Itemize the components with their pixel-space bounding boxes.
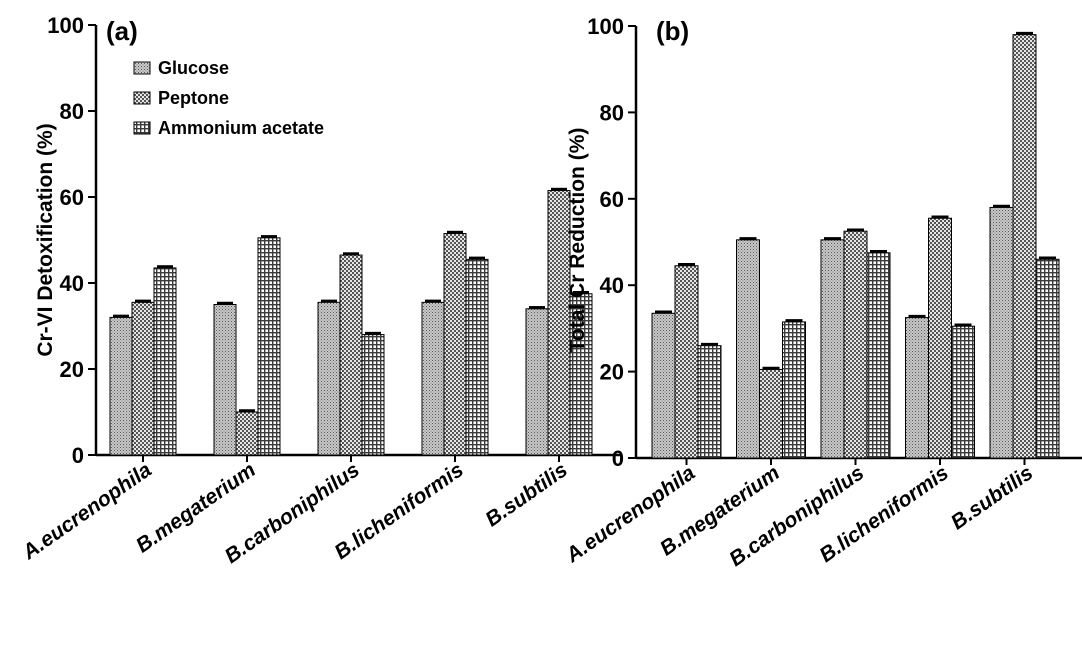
bar: [153, 267, 177, 456]
bar: [465, 258, 489, 456]
y-tick-label: 80: [60, 99, 84, 124]
legend-swatch: [133, 121, 151, 135]
bar: [131, 301, 155, 456]
bar: [674, 265, 699, 459]
x-tick-label: B.subtilis: [481, 458, 572, 531]
legend-swatch: [133, 61, 151, 75]
y-tick-label: 40: [60, 271, 84, 296]
bar: [109, 316, 133, 456]
panel-a-chart: 0 20 40 60 80 100 Cr-VI Detoxification (%) (a) A…: [18, 13, 620, 568]
bar: [820, 239, 845, 459]
y-axis-label: Cr-VI Detoxification (%): [34, 123, 57, 356]
legend-entry: Ammonium acetate: [158, 118, 324, 138]
bar: [235, 411, 259, 456]
bar: [1035, 258, 1060, 459]
y-tick-label: 20: [60, 357, 84, 382]
bar: [1012, 34, 1037, 459]
y-axis-label: Total Cr Reduction (%): [566, 128, 589, 353]
panel-label: (a): [106, 16, 138, 46]
panel-label: (b): [656, 16, 689, 46]
legend-entry: Glucose: [158, 58, 229, 78]
bar: [866, 252, 891, 459]
y-tick-label: 80: [600, 100, 624, 125]
bar: [257, 237, 281, 456]
bar: [697, 345, 722, 459]
x-tick-label: B.subtilis: [947, 461, 1038, 534]
bar: [843, 230, 868, 459]
bar: [213, 304, 237, 456]
bar: [951, 325, 975, 459]
bar: [782, 321, 806, 459]
y-tick-label: 0: [72, 443, 84, 468]
y-tick-label: 40: [600, 273, 624, 298]
y-tick-label: 100: [587, 14, 624, 39]
bar: [525, 308, 549, 456]
bar: [317, 301, 341, 456]
y-tick-label: 60: [60, 185, 84, 210]
bar: [736, 239, 760, 459]
y-tick-label: 20: [600, 360, 624, 385]
bar: [421, 301, 445, 456]
x-tick-label: A.eucrenophila: [18, 458, 157, 565]
bar: [905, 317, 929, 459]
bar: [361, 334, 385, 456]
bar: [651, 312, 676, 459]
bar: [443, 233, 467, 456]
bar: [759, 368, 783, 459]
y-tick-label: 60: [600, 187, 624, 212]
legend-entry: Peptone: [158, 88, 229, 108]
bar: [339, 254, 363, 456]
y-tick-label: 0: [612, 446, 624, 471]
legend-swatch: [133, 91, 151, 105]
y-tick-label: 100: [47, 13, 84, 38]
bar: [989, 206, 1014, 459]
bar: [569, 293, 593, 456]
bar: [928, 217, 952, 459]
